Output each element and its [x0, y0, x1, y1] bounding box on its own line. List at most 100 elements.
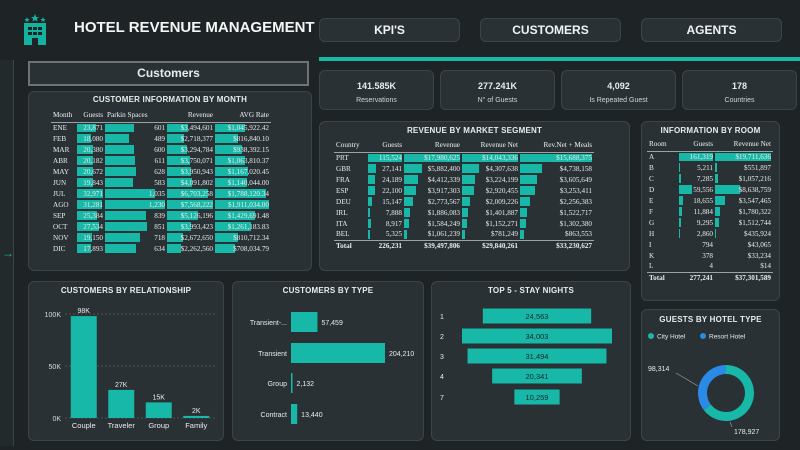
table-row[interactable]: ENE 23,871 601 $3,494,601 $1,045,922.42 — [51, 122, 271, 133]
table-row[interactable]: NOV 19,150 718 $2,672,650 $810,712.34 — [51, 232, 271, 243]
table-row[interactable]: I 794 $43,065 — [647, 239, 773, 250]
table-row[interactable]: DIC 17,893 634 $2,262,560 $708,034.79 — [51, 243, 271, 254]
table-cell: B — [649, 163, 654, 172]
table-row[interactable]: MAY 20,672 628 $3,950,943 $1,167,020.45 — [51, 166, 271, 177]
table-row[interactable]: L 4 $14 — [647, 261, 773, 272]
table-row[interactable]: PRT 115,524 $17,980,625 $14,043,336 $15,688,… — [334, 152, 594, 163]
bar[interactable] — [108, 389, 135, 418]
cell-value: $1,152,271 — [485, 219, 518, 228]
table-cell: $39,497,806 — [404, 239, 462, 251]
cell-value: 17,893 — [83, 244, 103, 253]
table-row[interactable]: IRL 7,888 $1,886,083 $1,401,887 $1,522,717 — [334, 207, 594, 218]
bar[interactable] — [291, 343, 385, 363]
table-row[interactable]: ABR 20,182 611 $3,750,071 $1,063,810.37 — [51, 155, 271, 166]
funnel-bar[interactable] — [462, 328, 612, 344]
column-header[interactable]: Revenue — [167, 108, 215, 123]
data-bar — [715, 152, 771, 161]
table-row[interactable]: MAR 20,380 600 $3,294,784 $938,392.15 — [51, 144, 271, 155]
table-row[interactable]: JUL 32,971 1,035 $6,703,258 $1,788,120.34 — [51, 188, 271, 199]
table-row[interactable]: SEP 25,384 839 $5,126,196 $1,429,691.48 — [51, 210, 271, 221]
nav-agents-button[interactable]: AGENTS — [641, 18, 782, 42]
column-header[interactable]: Revenue Net — [462, 138, 520, 153]
arrow-right-icon[interactable]: → — [2, 246, 14, 260]
type-chart: 57,459 Transient-... 204,210 Transient 2,132… — [250, 312, 414, 424]
table-row[interactable]: E 18,655 $3,547,465 — [647, 195, 773, 206]
table-row[interactable]: B 5,211 $551,897 — [647, 162, 773, 173]
bar[interactable] — [291, 312, 318, 332]
table-cell-bar: $1,140,044.00 — [215, 177, 271, 188]
column-header[interactable]: AVG Rate — [215, 108, 271, 123]
table-cell-bar: 7,888 — [368, 207, 404, 218]
data-bar — [520, 219, 526, 228]
column-header[interactable]: Parkin Spaces — [105, 108, 167, 123]
column-header[interactable]: Month — [51, 108, 77, 123]
table-cell-bar: $1,584,249 — [404, 218, 462, 229]
relationship-chart-title: CUSTOMERS BY RELATIONSHIP — [60, 286, 192, 295]
table-row[interactable]: FEB 18,080 489 $2,718,377 $816,840.10 — [51, 133, 271, 144]
collapsed-pane[interactable]: → — [0, 60, 14, 446]
table-row[interactable]: FRA 24,189 $4,412,339 $3,224,199 $3,605,649 — [334, 174, 594, 185]
table-cell-bar: 8,917 — [368, 218, 404, 229]
page-title: Customers — [28, 61, 309, 86]
table-row[interactable]: DEU 15,147 $2,773,567 $2,009,226 $2,256,383 — [334, 196, 594, 207]
nav-kpis-button[interactable]: KPI'S — [319, 18, 460, 42]
column-header[interactable]: Country — [334, 138, 368, 153]
table-cell-bar: $2,920,455 — [462, 185, 520, 196]
funnel-bar[interactable] — [482, 308, 592, 324]
bar[interactable] — [291, 373, 293, 393]
table-row[interactable]: H 2,860 $435,924 — [647, 228, 773, 239]
table-row[interactable]: ITA 8,917 $1,584,249 $1,152,271 $1,302,380 — [334, 218, 594, 229]
nav-customers-button[interactable]: CUSTOMERS — [480, 18, 621, 42]
table-cell-bar: $5,126,196 — [167, 210, 215, 221]
column-header[interactable]: Room — [647, 137, 679, 152]
funnel-bar[interactable] — [492, 368, 582, 384]
bar[interactable] — [183, 415, 210, 418]
column-header[interactable]: Rev.Net + Meals — [520, 138, 594, 153]
table-cell-bar: 583 — [105, 177, 167, 188]
table-cell-bar: 718 — [105, 232, 167, 243]
bar[interactable] — [145, 402, 172, 418]
column-header[interactable]: Guests — [368, 138, 404, 153]
table-cell-bar: 15,147 — [368, 196, 404, 207]
table-cell-bar: 161,319 — [679, 151, 715, 162]
pie-slice[interactable] — [703, 365, 754, 421]
table-row[interactable]: C 7,285 $1,057,216 — [647, 173, 773, 184]
table-row[interactable]: ESP 22,100 $3,917,303 $2,920,455 $3,253,411 — [334, 185, 594, 196]
bar[interactable] — [70, 316, 97, 418]
table-cell-bar: $863,553 — [520, 229, 594, 240]
data-bar — [215, 156, 245, 165]
table-row[interactable]: K 378 $33,234 — [647, 250, 773, 261]
table-cell-bar: $1,152,271 — [462, 218, 520, 229]
column-header[interactable]: Revenue Net — [715, 137, 773, 152]
funnel-bar[interactable] — [514, 389, 560, 405]
column-header[interactable]: Revenue — [404, 138, 462, 153]
table-row[interactable]: OCT 27,534 851 $3,993,423 $1,261,183.83 — [51, 221, 271, 232]
data-bar — [462, 153, 518, 162]
y-tick-label: Contract — [261, 412, 288, 419]
legend-label[interactable]: Resort Hotel — [709, 334, 746, 341]
table-row[interactable]: JUN 19,843 583 $4,091,802 $1,140,044.00 — [51, 177, 271, 188]
cell-value: 18,655 — [693, 196, 713, 205]
column-header[interactable]: Guests — [77, 108, 105, 123]
table-row[interactable]: GBR 27,141 $5,882,400 $4,307,638 $4,738,158 — [334, 163, 594, 174]
table-cell-bar: 9,295 — [679, 217, 715, 228]
table-row[interactable]: A 161,319 $19,711,636 — [647, 151, 773, 162]
table-row[interactable]: F 11,884 $1,780,322 — [647, 206, 773, 217]
bar[interactable] — [291, 404, 298, 424]
data-bar — [77, 211, 97, 220]
y-tick-label: 50K — [49, 364, 62, 371]
cell-value: $2,262,560 — [180, 244, 213, 253]
table-cell-bar: $3,950,943 — [167, 166, 215, 177]
funnel-bar[interactable] — [467, 348, 607, 364]
table-row[interactable]: G 9,295 $1,512,744 — [647, 217, 773, 228]
table-cell-bar: $1,886,083 — [404, 207, 462, 218]
table-row[interactable]: BEL 5,325 $1,061,239 $781,249 $863,553 — [334, 229, 594, 240]
table-row[interactable]: D 59,556 $8,638,759 — [647, 184, 773, 195]
legend-label[interactable]: City Hotel — [657, 334, 686, 341]
table-cell-bar: $3,750,071 — [167, 155, 215, 166]
y-tick-label: Group — [268, 381, 288, 388]
pie-slice[interactable] — [698, 365, 726, 411]
data-bar — [167, 211, 198, 220]
column-header[interactable]: Guests — [679, 137, 715, 152]
table-row[interactable]: AGO 31,281 1,230 $7,568,222 $1,911,034.00 — [51, 199, 271, 210]
